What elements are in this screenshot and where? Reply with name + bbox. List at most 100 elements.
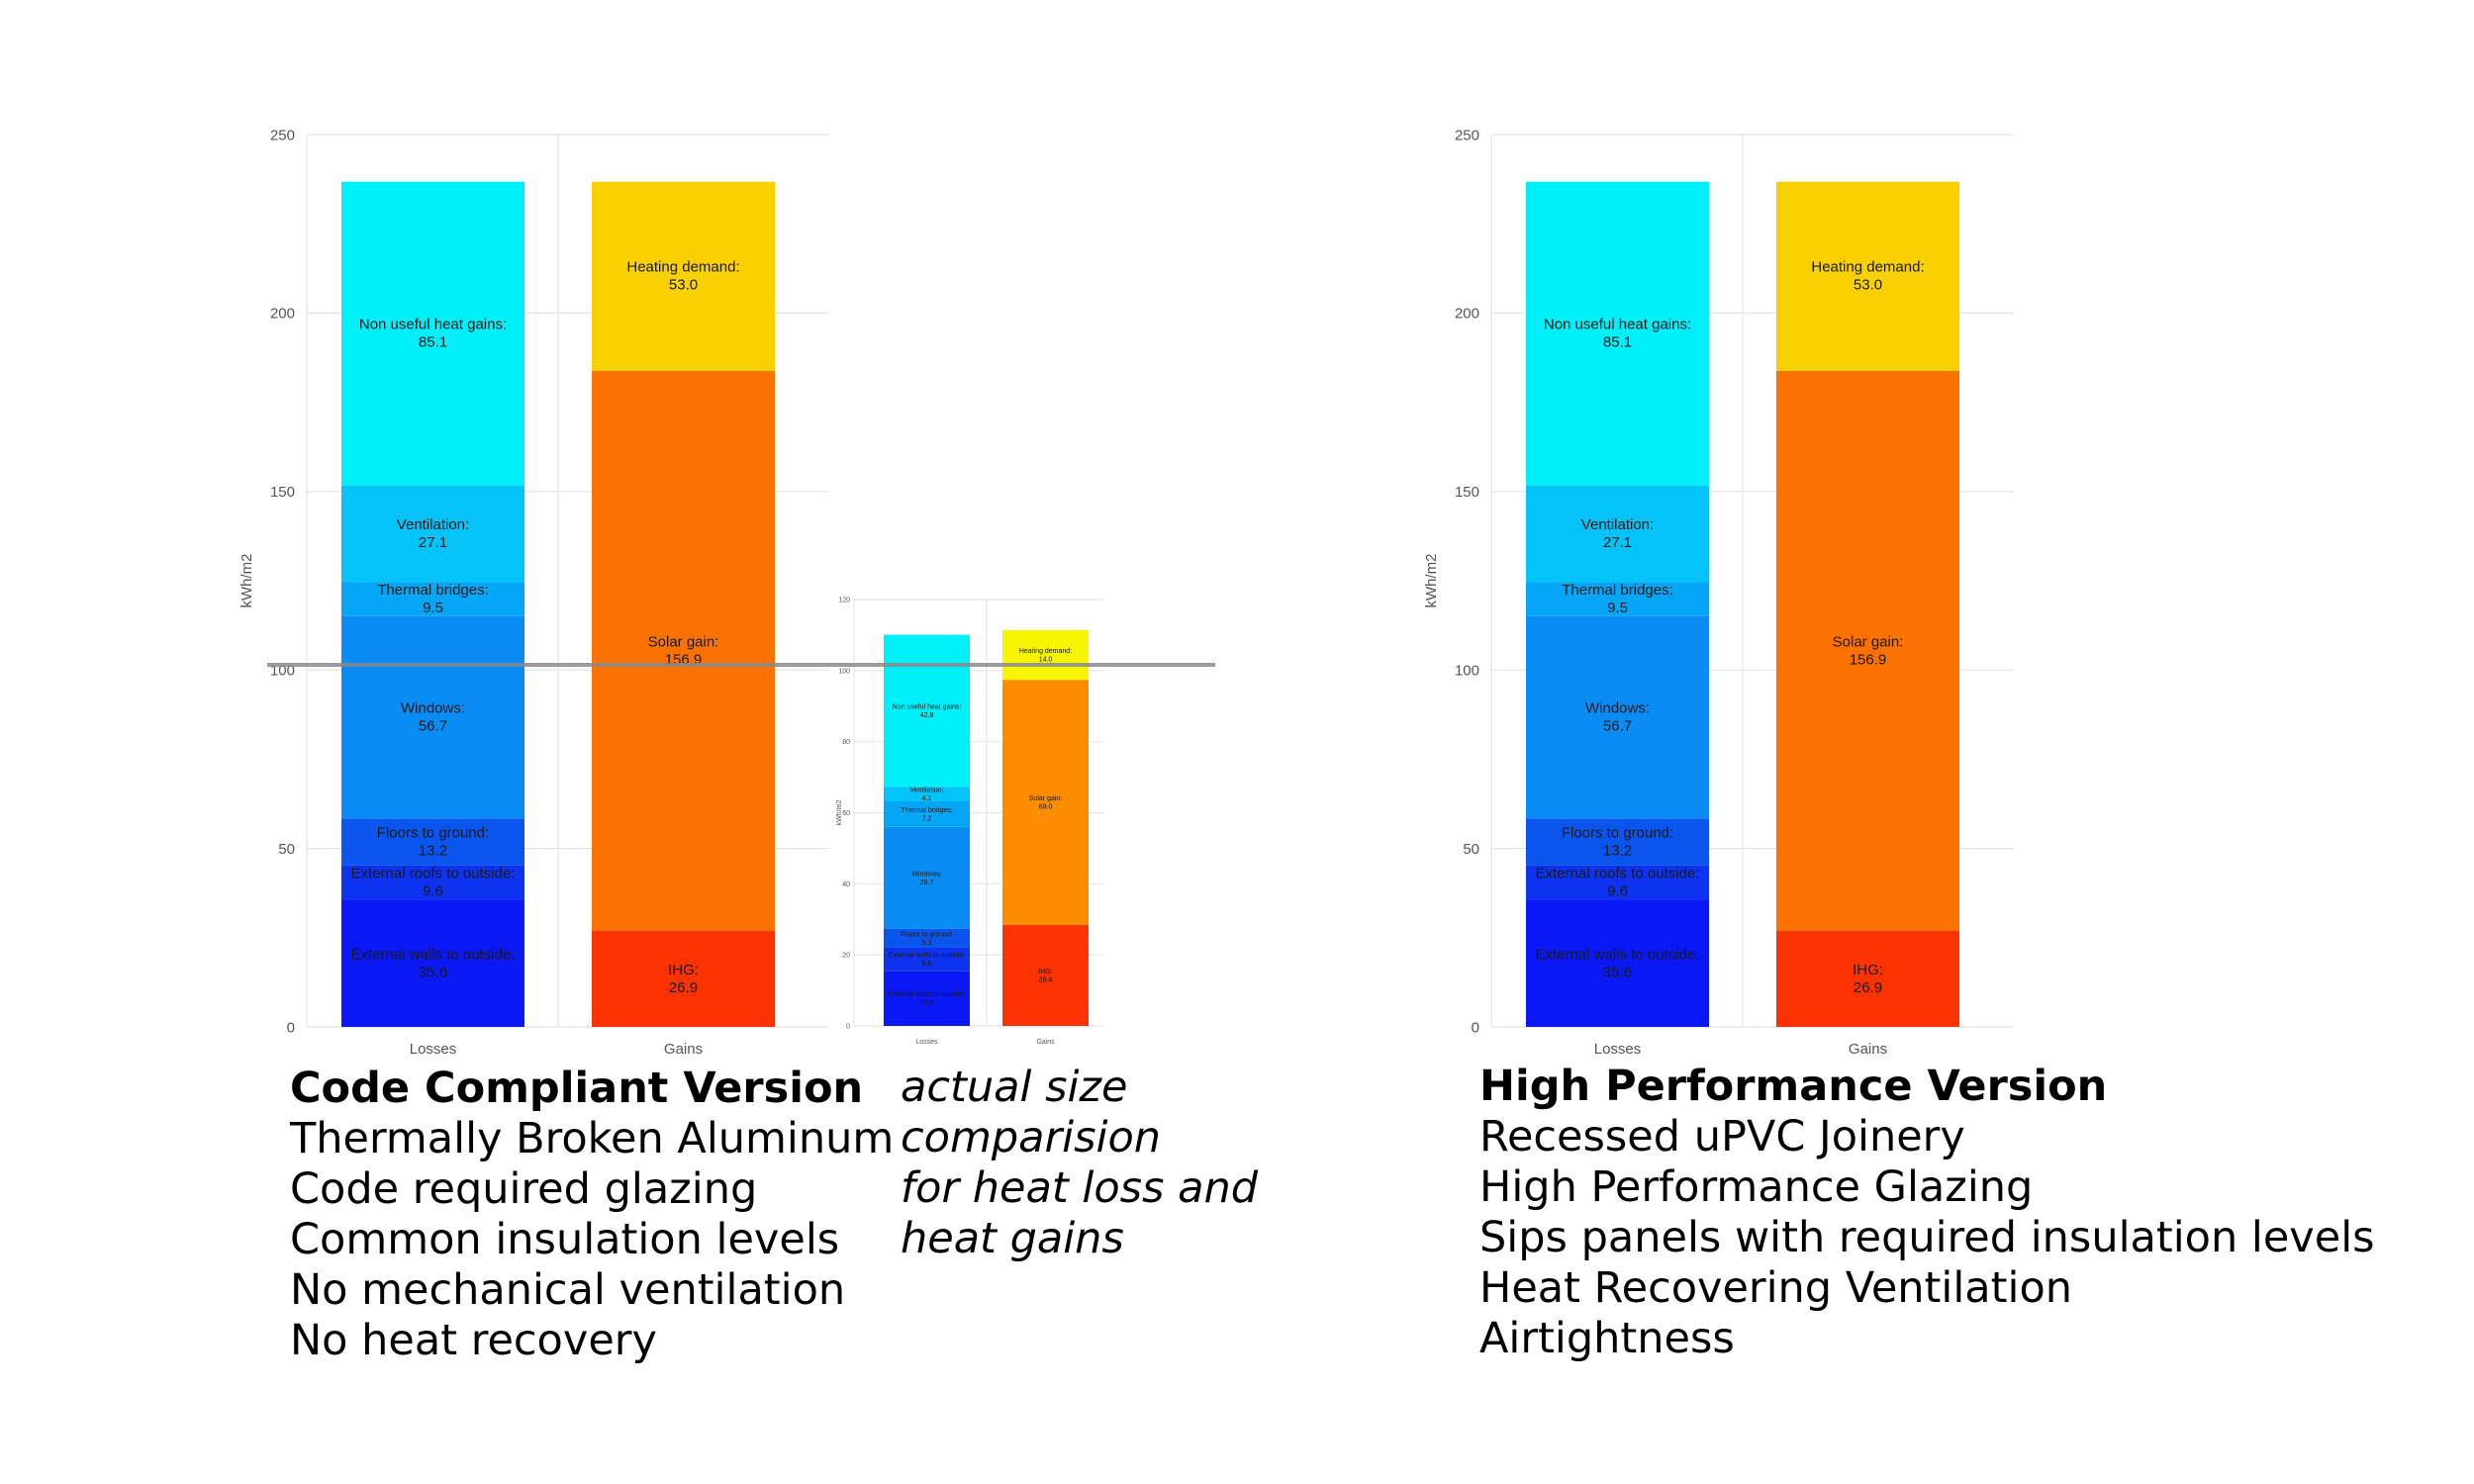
gains-segment-value: 26.9 bbox=[669, 979, 698, 996]
y-tick-label: 100 bbox=[1455, 662, 1479, 679]
y-tick-label: 60 bbox=[842, 810, 850, 817]
y-tick-label: 150 bbox=[1455, 484, 1479, 501]
losses-segment-value: 4.1 bbox=[922, 795, 932, 802]
losses-segment-value: 9.6 bbox=[1607, 883, 1628, 900]
losses-segment-name: Floors to ground: bbox=[1562, 825, 1673, 842]
code-compliant-title: Code Compliant Version bbox=[290, 1064, 864, 1113]
losses-segment-name: Ventilation: bbox=[397, 516, 469, 533]
gains-segment-name: Solar gain: bbox=[1833, 633, 1904, 650]
gains-segment-name: Solar gain: bbox=[648, 633, 719, 650]
losses-bar-segment bbox=[341, 865, 524, 900]
losses-bar-segment bbox=[341, 818, 524, 866]
gains-segment-value: 156.9 bbox=[1850, 651, 1887, 668]
y-axis-title: kWh/m2 bbox=[238, 553, 255, 607]
gains-segment-value: 69.0 bbox=[1039, 803, 1053, 810]
losses-segment-value: 15.4 bbox=[920, 1000, 934, 1007]
y-tick-label: 20 bbox=[842, 953, 850, 960]
losses-bar-segment bbox=[1526, 582, 1709, 616]
losses-segment-name: Ventilation: bbox=[1581, 516, 1654, 533]
gains-segment-name: IHG: bbox=[1853, 962, 1883, 978]
gains-segment-name: Solar gain: bbox=[1029, 795, 1063, 802]
losses-bar-segment bbox=[1526, 818, 1709, 866]
losses-segment-value: 56.7 bbox=[1603, 718, 1632, 735]
losses-segment-value: 35.6 bbox=[1603, 964, 1632, 980]
y-tick-label: 0 bbox=[287, 1019, 295, 1036]
losses-segment-value: 85.1 bbox=[1603, 334, 1632, 351]
losses-segment-value: 5.3 bbox=[922, 940, 932, 947]
losses-segment-name: Thermal bridges: bbox=[901, 807, 953, 814]
losses-bar-segment bbox=[341, 485, 524, 583]
x-category-label: Gains bbox=[1036, 1039, 1055, 1046]
code-compliant-caption: Code Compliant Version Thermally Broken … bbox=[290, 1063, 894, 1366]
y-tick-label: 40 bbox=[842, 881, 850, 888]
losses-bar-segment bbox=[1526, 181, 1709, 486]
x-category-label: Gains bbox=[1849, 1041, 1887, 1058]
losses-segment-name: Thermal bridges: bbox=[1562, 582, 1673, 599]
losses-segment-value: 28.7 bbox=[920, 880, 934, 886]
code-line: No mechanical ventilation bbox=[290, 1265, 846, 1315]
actual-size-caption: actual size comparision for heat loss an… bbox=[901, 1063, 1258, 1264]
losses-bar-segment bbox=[341, 899, 524, 1027]
high-performance-title: High Performance Version bbox=[1479, 1062, 2108, 1111]
losses-bar-segment bbox=[341, 181, 524, 486]
code-line: Thermally Broken Aluminum bbox=[290, 1114, 895, 1163]
actual-line: comparision bbox=[901, 1113, 1162, 1162]
losses-segment-name: Non useful heat gains: bbox=[893, 703, 962, 710]
losses-bar-segment bbox=[341, 582, 524, 616]
gains-bar-segment bbox=[1776, 181, 1959, 371]
y-tick-label: 200 bbox=[270, 306, 295, 323]
y-tick-label: 0 bbox=[1472, 1019, 1479, 1036]
high-line: Recessed uPVC Joinery bbox=[1479, 1112, 1965, 1161]
losses-segment-value: 56.7 bbox=[419, 718, 447, 735]
gains-bar-segment bbox=[1776, 930, 1959, 1027]
gains-segment-name: Heating demand: bbox=[1019, 648, 1072, 655]
high-line: Sips panels with required insulation lev… bbox=[1479, 1213, 2375, 1262]
losses-segment-value: 9.6 bbox=[423, 883, 443, 900]
actual-line: for heat loss and bbox=[901, 1163, 1259, 1213]
gains-bar-segment bbox=[1002, 629, 1089, 681]
losses-segment-name: Ventilation: bbox=[909, 788, 943, 794]
code-line: Code required glazing bbox=[290, 1164, 758, 1214]
losses-bar-segment bbox=[884, 971, 970, 1026]
gains-segment-name: IHG: bbox=[1038, 969, 1052, 975]
y-tick-label: 250 bbox=[270, 127, 295, 143]
losses-segment-value: 85.1 bbox=[419, 334, 447, 351]
losses-segment-name: Floors to ground: bbox=[901, 931, 953, 938]
losses-bar-segment bbox=[1526, 615, 1709, 819]
losses-segment-name: External walls to outside: bbox=[1536, 946, 1700, 963]
losses-segment-value: 35.6 bbox=[419, 964, 447, 980]
losses-segment-value: 6.6 bbox=[922, 961, 932, 968]
actual-size-chart: 0 20 40 60 80 100 120 kWh/m2 External walls to o… bbox=[836, 597, 1103, 1046]
gains-bar-segment bbox=[1776, 370, 1959, 931]
losses-bar-segment bbox=[884, 947, 970, 972]
losses-segment-value: 13.2 bbox=[419, 843, 447, 860]
losses-bar-segment bbox=[1526, 865, 1709, 900]
high-line: High Performance Glazing bbox=[1479, 1162, 2034, 1212]
losses-segment-name: External roofs to outside: bbox=[351, 866, 516, 882]
high-performance-chart: 0 50 100 150 200 250 kWh/m2 External walls to o… bbox=[1423, 127, 2014, 1058]
losses-segment-name: Windows: bbox=[401, 700, 465, 717]
gains-segment-name: Heating demand: bbox=[626, 259, 739, 276]
losses-segment-name: External roofs to outside: bbox=[889, 953, 965, 960]
losses-segment-value: 42.8 bbox=[920, 712, 934, 719]
code-line: Common insulation levels bbox=[290, 1215, 840, 1264]
losses-segment-value: 9.5 bbox=[1607, 600, 1628, 616]
losses-segment-name: Windows: bbox=[1585, 700, 1650, 717]
gains-segment-value: 28.4 bbox=[1039, 976, 1053, 983]
x-category-label: Losses bbox=[410, 1041, 457, 1058]
x-category-label: Losses bbox=[1594, 1041, 1642, 1058]
gains-bar-segment bbox=[592, 181, 775, 371]
gains-segment-name: Heating demand: bbox=[1811, 259, 1924, 276]
losses-segment-value: 13.2 bbox=[1603, 843, 1632, 860]
gains-bar-segment bbox=[592, 370, 775, 931]
y-tick-label: 100 bbox=[838, 668, 850, 675]
actual-line: actual size bbox=[901, 1063, 1128, 1112]
actual-line: heat gains bbox=[901, 1214, 1124, 1263]
x-category-label: Gains bbox=[664, 1041, 703, 1058]
losses-segment-name: External walls to outside: bbox=[351, 946, 516, 963]
y-tick-label: 50 bbox=[278, 841, 295, 858]
gains-bar-segment bbox=[592, 930, 775, 1027]
losses-bar-segment bbox=[884, 826, 970, 929]
losses-bar-segment bbox=[884, 801, 970, 827]
